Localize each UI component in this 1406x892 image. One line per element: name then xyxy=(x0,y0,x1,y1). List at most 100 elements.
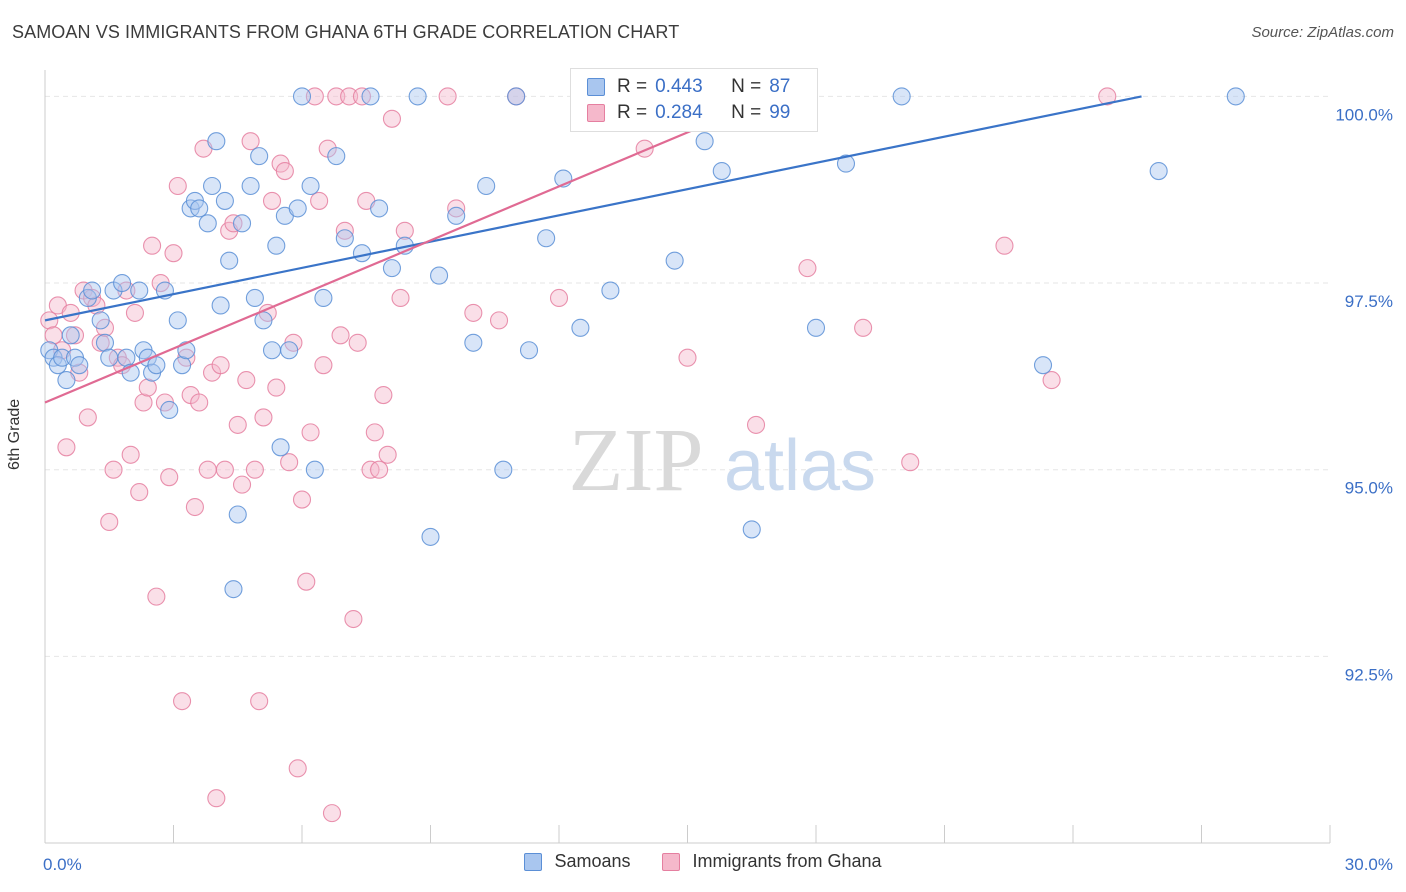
ghana-point xyxy=(173,692,192,711)
ghana-point xyxy=(147,587,166,606)
ghana-point xyxy=(678,348,697,367)
samoans-point xyxy=(665,251,684,270)
ghana-point xyxy=(245,460,264,479)
ghana-point xyxy=(185,497,204,517)
y-axis-label: 6th Grade xyxy=(6,398,23,470)
samoans-point xyxy=(232,214,252,233)
legend-item-ghana[interactable]: Immigrants from Ghana xyxy=(662,851,882,872)
ghana-point xyxy=(250,692,269,711)
ghana-point xyxy=(382,109,402,128)
samoans-point xyxy=(382,259,402,278)
samoans-point xyxy=(53,348,72,367)
ghana-point xyxy=(91,333,110,352)
n-label: N = xyxy=(731,76,762,97)
ghana-trend-line xyxy=(44,95,774,404)
y-tick-label: 97.5% xyxy=(1345,292,1393,311)
series-legend: Samoans Immigrants from Ghana xyxy=(0,851,1406,872)
ghana-point xyxy=(327,87,346,106)
ghana-point xyxy=(160,468,179,487)
samoans-point xyxy=(421,527,440,546)
samoans-point xyxy=(370,199,389,218)
ghana-point xyxy=(340,87,359,106)
legend-label-samoans: Samoans xyxy=(554,851,631,871)
ghana-point xyxy=(310,191,329,210)
samoans-swatch xyxy=(587,78,605,96)
ghana-point xyxy=(331,326,350,345)
y-tick-label: 100.0% xyxy=(1335,105,1393,124)
stats-row-ghana: R = 0.284 N = 99 xyxy=(587,101,790,125)
x-tick-label-max: 30.0% xyxy=(1345,855,1393,874)
legend-item-samoans[interactable]: Samoans xyxy=(524,851,630,872)
ghana-point xyxy=(288,759,307,778)
ghana-point xyxy=(267,378,286,397)
samoans-point xyxy=(892,87,911,106)
samoans-point xyxy=(1149,162,1168,181)
samoans-point xyxy=(262,341,282,360)
samoans-point xyxy=(245,288,264,308)
ghana-point xyxy=(168,176,187,196)
ghana-point xyxy=(378,445,397,464)
ghana-point xyxy=(134,393,153,412)
samoans-point xyxy=(228,505,247,524)
ghana-point xyxy=(1098,87,1117,106)
samoans-point xyxy=(117,348,136,367)
samoans-point xyxy=(292,87,312,106)
ghana-point xyxy=(143,236,162,255)
ghana-point xyxy=(44,326,63,345)
samoans-point xyxy=(241,176,260,196)
ghana-swatch xyxy=(662,852,681,871)
ghana-point xyxy=(464,303,483,322)
samoans-point xyxy=(95,333,115,352)
samoans-point xyxy=(288,199,307,218)
samoans-point xyxy=(352,244,372,263)
ghana-point xyxy=(164,244,183,263)
samoans-point xyxy=(220,251,239,270)
samoans-point xyxy=(203,176,222,196)
ghana-point xyxy=(344,609,363,629)
n-value: 87 xyxy=(769,76,791,97)
ghana-point xyxy=(798,259,817,278)
samoans-point xyxy=(494,460,513,479)
ghana-point xyxy=(901,453,920,472)
chart-title: SAMOAN VS IMMIGRANTS FROM GHANA 6TH GRAD… xyxy=(12,22,680,42)
ghana-point xyxy=(335,221,354,240)
watermark-zip: ZIP xyxy=(569,411,704,510)
watermark-atlas: atlas xyxy=(724,426,876,506)
samoans-point xyxy=(100,348,119,367)
samoans-point xyxy=(335,229,354,248)
samoans-point xyxy=(519,341,539,360)
samoans-point xyxy=(314,288,333,308)
ghana-point xyxy=(104,460,123,479)
ghana-point xyxy=(130,483,149,502)
ghana-point xyxy=(995,236,1014,255)
samoans-point xyxy=(742,520,761,539)
r-label: R = xyxy=(617,76,648,97)
ghana-point xyxy=(305,87,324,106)
legend-label-ghana: Immigrants from Ghana xyxy=(692,851,882,871)
ghana-point xyxy=(297,572,316,591)
ghana-point xyxy=(100,512,119,532)
samoans-point xyxy=(190,199,209,218)
ghana-swatch xyxy=(587,104,605,122)
samoans-point xyxy=(712,162,731,181)
x-tick-label-min: 0.0% xyxy=(43,855,82,874)
samoans-point xyxy=(160,400,179,420)
gridlines xyxy=(45,95,1330,657)
ghana-point xyxy=(447,199,466,218)
samoans-point xyxy=(83,281,102,300)
samoans-point xyxy=(477,176,496,196)
ghana-point xyxy=(65,326,85,345)
samoans-point xyxy=(198,214,217,233)
samoans-point xyxy=(267,236,286,255)
ghana-point xyxy=(438,87,457,106)
samoans-swatch xyxy=(524,852,543,871)
samoans-point xyxy=(113,273,132,293)
ghana-point xyxy=(125,303,144,322)
y-tick-label: 92.5% xyxy=(1345,665,1393,684)
ghana-point xyxy=(365,423,384,442)
samoans-point xyxy=(173,356,192,375)
ghana-point xyxy=(549,288,569,308)
ghana-point xyxy=(292,490,312,509)
ghana-point xyxy=(301,423,320,442)
